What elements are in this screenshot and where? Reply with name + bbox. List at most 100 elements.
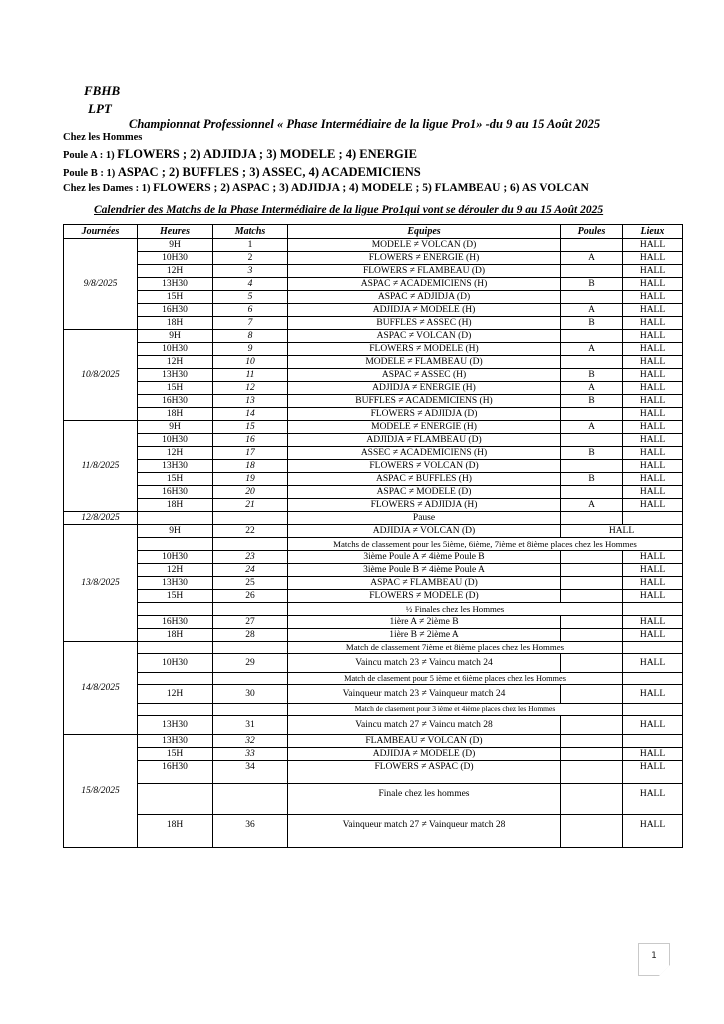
cell-poule: [560, 407, 623, 421]
cell-match-no: 3: [212, 264, 288, 278]
cell-heure: [137, 537, 213, 551]
cell-poule: [560, 814, 623, 848]
cell-poule: [560, 511, 623, 525]
cell-equipes: 3ième Poule B ≠ 4ième Poule A: [287, 563, 561, 577]
cell-match-no: 20: [212, 485, 288, 499]
cell-heure: 13H30: [137, 576, 213, 590]
cell-match-no: 2: [212, 251, 288, 265]
cell-match-no: 12: [212, 381, 288, 395]
table-row: 12H 10 MODELE ≠ FLAMBEAU (D) HALL: [64, 355, 683, 369]
cell-equipes: ASPAC ≠ MODELE (D): [287, 485, 561, 499]
cell-lieu: HALL: [622, 316, 683, 330]
cell-equipes: FLOWERS ≠ MODELE (D): [287, 589, 561, 603]
cell-poule: [560, 550, 623, 564]
cell-match-no: 29: [212, 653, 288, 673]
table-row: 16H30 27 1ière A ≠ 2ième B HALL: [64, 615, 683, 629]
cell-poule: [560, 485, 623, 499]
cell-heure: 12H: [137, 264, 213, 278]
cell-lieu: HALL: [560, 524, 683, 538]
cell-match-no: 36: [212, 814, 288, 848]
cell-lieu: HALL: [622, 368, 683, 382]
column-header-journées: Journées: [63, 224, 138, 239]
table-row: 15H 26 FLOWERS ≠ MODELE (D) HALL: [64, 589, 683, 603]
table-row: 18H 36 Vainqueur match 27 ≠ Vainqueur matc…: [64, 814, 683, 848]
poule-a-teams: FLOWERS ; 2) ADJIDJA ; 3) MODELE ; 4) EN…: [117, 147, 417, 161]
cell-match-no: 22: [212, 524, 288, 538]
cell-poule: [560, 576, 623, 590]
poule-b-lead: Poule B : 1): [63, 168, 116, 179]
table-row: 13H30 25 ASPAC ≠ FLAMBEAU (D) HALL: [64, 576, 683, 590]
cell-match-no: 11: [212, 368, 288, 382]
cell-poule: [560, 783, 623, 815]
cell-poule: B: [560, 446, 623, 460]
cell-equipes: BUFFLES ≠ ACADEMICIENS (H): [287, 394, 561, 408]
cell-lieu: HALL: [622, 459, 683, 473]
cell-lieu: HALL: [622, 615, 683, 629]
cell-equipes: Pause: [287, 511, 561, 525]
table-row: 18H 21 FLOWERS ≠ ADJIDJA (H) A HALL: [64, 498, 683, 512]
cell-poule: [560, 760, 623, 784]
cell-match-no: 17: [212, 446, 288, 460]
cell-lieu: [622, 703, 683, 716]
cell-journee: 9/8/2025: [63, 238, 138, 330]
cell-equipes: ASPAC ≠ VOLCAN (D): [287, 329, 561, 343]
championship-title: Championnat Professionnel « Phase Interm…: [129, 117, 601, 131]
cell-poule: B: [560, 394, 623, 408]
cell-poule: A: [560, 498, 623, 512]
cell-heure: 15H: [137, 472, 213, 486]
table-row: 18H 28 1ière B ≠ 2ième A HALL: [64, 628, 683, 642]
cell-poule: A: [560, 303, 623, 317]
cell-equipes: 1ière B ≠ 2ième A: [287, 628, 561, 642]
cell-heure: [137, 703, 213, 716]
cell-poule: A: [560, 381, 623, 395]
cell-match-no: 27: [212, 615, 288, 629]
cell-match-no: 5: [212, 290, 288, 304]
cell-match-no: 33: [212, 747, 288, 761]
folded-page-icon-inner: [659, 965, 670, 976]
table-row: 12H 30 Vainqueur match 23 ≠ Vainqueur matc…: [64, 684, 683, 704]
cell-lieu: HALL: [622, 550, 683, 564]
cell-lieu: HALL: [622, 576, 683, 590]
cell-lieu: HALL: [622, 563, 683, 577]
table-row: 10H30 23 3ième Poule A ≠ 4ième Poule B HALL: [64, 550, 683, 564]
poule-a-lead: Poule A : 1): [63, 150, 115, 161]
cell-equipes: ADJIDJA ≠ MODELE (H): [287, 303, 561, 317]
table-row: 10H30 29 Vaincu match 23 ≠ Vaincu match 24…: [64, 653, 683, 673]
cell-poule: A: [560, 420, 623, 434]
cell-heure: 18H: [137, 407, 213, 421]
table-row: Matchs de classement pour les 5ième, 6iè…: [64, 537, 683, 551]
cell-equipes: Vainqueur match 23 ≠ Vainqueur match 24: [287, 684, 561, 704]
cell-match-no: 14: [212, 407, 288, 421]
cell-heure: 15H: [137, 589, 213, 603]
table-row: 15/8/2025 13H30 32 FLAMBEAU ≠ VOLCAN (D): [63, 734, 683, 848]
cell-equipes: BUFFLES ≠ ASSEC (H): [287, 316, 561, 330]
cell-poule: A: [560, 342, 623, 356]
cell-lieu: HALL: [622, 747, 683, 761]
cell-lieu: [622, 734, 683, 748]
cell-equipes: ASPAC ≠ ACADEMICIENS (H): [287, 277, 561, 291]
cell-lieu: HALL: [622, 783, 683, 815]
cell-equipes: Finale chez les hommes: [287, 783, 561, 815]
table-row: 12H 24 3ième Poule B ≠ 4ième Poule A HALL: [64, 563, 683, 577]
cell-lieu: HALL: [622, 498, 683, 512]
cell-note: ½ Finales chez les Hommes: [287, 602, 623, 616]
table-row: 12H 17 ASSEC ≠ ACADEMICIENS (H) B HALL: [64, 446, 683, 460]
cell-poule: A: [560, 251, 623, 265]
table-row: 18H 7 BUFFLES ≠ ASSEC (H) B HALL: [64, 316, 683, 330]
women-teams: FLOWERS ; 2) ASPAC ; 3) ADJIDJA ; 4) MOD…: [153, 182, 589, 194]
cell-equipes: ASPAC ≠ ADJIDJA (D): [287, 290, 561, 304]
cell-equipes: FLOWERS ≠ VOLCAN (D): [287, 459, 561, 473]
cell-lieu: HALL: [622, 394, 683, 408]
poule-a-line: Poule A : 1) FLOWERS ; 2) ADJIDJA ; 3) M…: [63, 147, 417, 162]
org-acronym-lpt: LPT: [88, 101, 112, 116]
men-section-label: Chez les Hommes: [63, 132, 143, 143]
cell-note: Matchs de classement pour les 5ième, 6iè…: [287, 537, 683, 551]
schedule-table: Journées Heures Matchs Equipes Poules Lieux 9…: [63, 224, 683, 848]
cell-match-no: 32: [212, 734, 288, 748]
cell-lieu: HALL: [622, 277, 683, 291]
table-row: 9/8/2025 9H 1 MODELE ≠ VOLCAN (D) HALL: [63, 238, 683, 330]
cell-heure: 18H: [137, 316, 213, 330]
cell-equipes: ASPAC ≠ BUFFLES (H): [287, 472, 561, 486]
table-row: 13H30 4 ASPAC ≠ ACADEMICIENS (H) B HALL: [64, 277, 683, 291]
cell-lieu: [622, 602, 683, 616]
